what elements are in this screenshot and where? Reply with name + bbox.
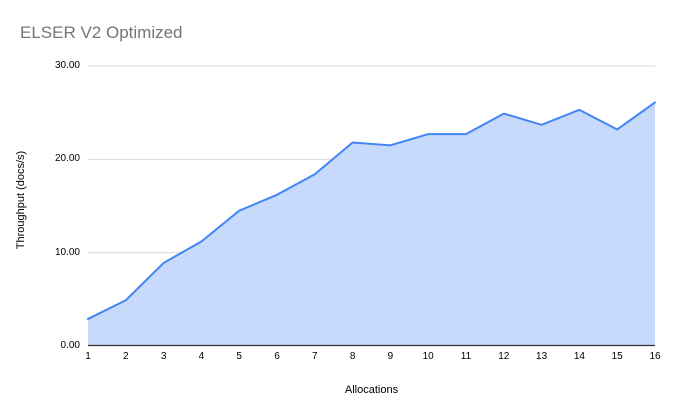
x-tick-label: 5	[236, 351, 242, 362]
plot-area	[87, 65, 656, 347]
x-tick-label: 12	[498, 351, 510, 362]
y-tick-label: 20.00	[54, 153, 80, 165]
x-tick-label: 9	[387, 351, 394, 362]
x-tick-label: 16	[649, 351, 661, 362]
x-tick-label: 11	[460, 351, 472, 362]
x-tick-label: 13	[536, 351, 548, 362]
x-tick-label: 10	[422, 351, 434, 362]
series-area	[88, 102, 655, 347]
x-tick-label: 2	[123, 351, 129, 362]
x-tick-label: 1	[85, 351, 91, 362]
x-tick-label: 3	[160, 351, 167, 362]
y-axis-title: Throughput (docs/s)	[15, 150, 27, 250]
y-tick-label: 0.00	[60, 340, 80, 351]
x-tick-label: 14	[573, 351, 585, 362]
x-axis-title: Allocations	[344, 384, 399, 396]
chart-title: ELSER V2 Optimized	[20, 23, 183, 42]
x-tick-label: 4	[198, 351, 205, 362]
x-tick-label: 15	[611, 351, 623, 362]
x-tick-label: 6	[274, 351, 280, 362]
area-chart	[87, 65, 656, 347]
y-tick-label: 30.00	[54, 60, 80, 71]
x-tick-label: 7	[312, 351, 318, 362]
series-line	[87, 101, 656, 320]
x-tick-label: 8	[349, 351, 356, 362]
y-tick-label: 10.00	[54, 246, 80, 258]
